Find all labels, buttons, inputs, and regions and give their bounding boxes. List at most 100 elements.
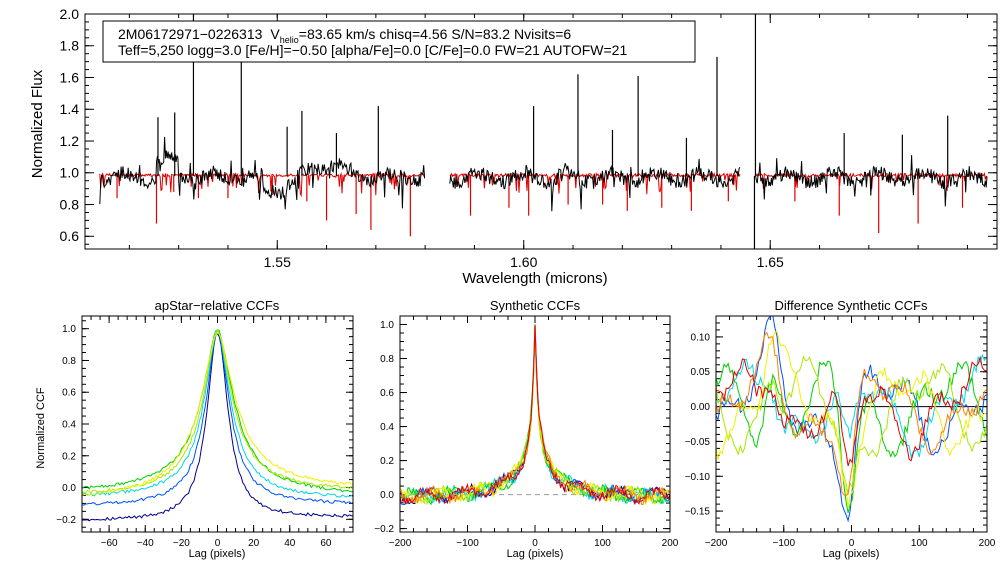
y-tick-label: 1.2 <box>60 133 80 149</box>
apstar-ccf-title: apStar−relative CCFs <box>155 298 280 313</box>
y-tick-label: 1.0 <box>380 320 394 331</box>
y-tick-label: −0.2 <box>56 515 76 526</box>
difference-ccf-panel: Difference Synthetic CCFs Lag (pixels) −… <box>685 298 996 560</box>
x-tick-label: 0 <box>215 538 221 549</box>
y-tick-label: 0.8 <box>380 354 394 365</box>
difference-ccf-series <box>715 315 987 523</box>
annotation-object: 2M06172971−0226313 <box>118 26 263 42</box>
y-tick-label: 0.4 <box>62 420 76 431</box>
apstar-ccf-series <box>81 328 354 522</box>
synthetic-ccf-line-1 <box>399 324 671 505</box>
x-tick-label: 40 <box>284 538 296 549</box>
y-tick-label: −0.05 <box>685 437 711 448</box>
synthetic-ccf-frame <box>399 315 671 533</box>
synthetic-ccf-title: Synthetic CCFs <box>490 298 581 313</box>
y-tick-label: 0.0 <box>62 483 76 494</box>
annotation-vhelio-sub: helio <box>280 35 299 45</box>
y-tick-label: −0.2 <box>374 524 394 535</box>
annotation-vhelio-prefix: V <box>270 26 280 42</box>
y-tick-label: 1.6 <box>60 69 80 85</box>
apstar-ccf-line-6 <box>81 331 354 496</box>
y-tick-label: 0.6 <box>60 228 80 244</box>
y-tick-label: 1.0 <box>62 324 76 335</box>
observed-spectrum-chip-2 <box>449 158 741 212</box>
x-tick-label: 200 <box>662 538 679 549</box>
apstar-ccf-line-1 <box>81 332 354 522</box>
synthetic-ccf-line-8 <box>399 324 671 506</box>
y-tick-label: −0.15 <box>685 507 711 518</box>
y-tick-label: 0.6 <box>380 388 394 399</box>
apstar-ccf-line-3 <box>81 328 354 498</box>
difference-ccf-title: Difference Synthetic CCFs <box>775 298 928 313</box>
y-tick-label: 1.0 <box>60 165 80 181</box>
x-tick-label: 100 <box>911 538 928 549</box>
synthetic-ccf-line-3 <box>399 324 671 505</box>
difference-ccf-frame <box>715 315 988 533</box>
y-tick-label: 0.2 <box>62 451 76 462</box>
difference-ccf-line-5 <box>715 330 987 508</box>
y-tick-label: 0.8 <box>62 356 76 367</box>
x-tick-label: −100 <box>772 538 795 549</box>
spectrum-xlabel: Wavelength (microns) <box>462 270 607 287</box>
difference-ccf-line-6 <box>715 331 987 496</box>
y-tick-label: 0.00 <box>691 402 711 413</box>
y-tick-label: 1.8 <box>60 38 80 54</box>
x-tick-label: −100 <box>456 538 479 549</box>
x-tick-label: 60 <box>320 538 332 549</box>
apstar-ccf-frame <box>81 315 354 533</box>
annotation-line-1: 2M06172971−0226313 Vhelio=83.65 km/s chis… <box>118 26 571 45</box>
y-tick-label: 0.10 <box>691 332 711 343</box>
difference-ccf-line-1 <box>715 315 987 523</box>
x-tick-label: −200 <box>705 538 728 549</box>
spectrum-ylabel: Normalized Flux <box>29 69 46 178</box>
synthetic-ccf-panel: Synthetic CCFs Lag (pixels) −200 −100 0 100… <box>374 298 679 560</box>
x-tick-label: 1.65 <box>757 254 784 270</box>
synthetic-ccf-line-7 <box>399 324 671 506</box>
apstar-ccf-line-5 <box>81 328 354 494</box>
x-tick-label: −40 <box>137 538 154 549</box>
y-tick-label: 1.4 <box>60 101 80 117</box>
difference-ccf-xlabel: Lag (pixels) <box>823 548 880 560</box>
x-tick-label: 20 <box>248 538 260 549</box>
y-tick-label: 0.4 <box>380 422 394 433</box>
x-tick-label: 1.55 <box>264 254 291 270</box>
y-tick-label: 0.05 <box>691 367 711 378</box>
observed-spectrum-series <box>99 14 988 249</box>
y-tick-label: 0.8 <box>60 196 80 212</box>
y-tick-label: −0.10 <box>685 472 711 483</box>
annotation-line1-rest: =83.65 km/s chisq=4.56 S/N=83.2 Nvisits=… <box>299 26 572 42</box>
synthetic-ccf-series <box>399 324 671 506</box>
synthetic-ccf-xlabel: Lag (pixels) <box>507 548 564 560</box>
apstar-ccf-line-4 <box>81 329 354 493</box>
x-tick-label: 0 <box>849 538 855 549</box>
difference-ccf-line-3 <box>715 360 987 514</box>
difference-ccf-line-7 <box>715 355 987 467</box>
x-tick-label: 100 <box>594 538 611 549</box>
x-tick-label: 1.60 <box>510 254 537 270</box>
x-tick-label: −60 <box>101 538 118 549</box>
apstar-ccf-line-2 <box>81 332 354 506</box>
synthetic-ccf-line-4 <box>399 324 671 506</box>
observed-spectrum-chip-3 <box>754 155 988 207</box>
apstar-ccf-xlabel: Lag (pixels) <box>189 548 246 560</box>
x-tick-label: 200 <box>979 538 996 549</box>
synthetic-ccf-line-6 <box>399 324 671 506</box>
spectrum-annotation-box <box>102 20 696 63</box>
y-tick-label: 2.0 <box>60 6 80 22</box>
spectrum-plot-frame <box>84 13 998 250</box>
annotation-line-2: Teff=5,250 logg=3.0 [Fe/H]=−0.50 [alpha/… <box>118 42 627 58</box>
y-tick-label: 0.0 <box>380 490 394 501</box>
synthetic-ccf-line-2 <box>399 324 671 506</box>
synthetic-ccf-line-5 <box>399 324 671 506</box>
x-tick-label: −20 <box>173 538 190 549</box>
y-tick-label: 0.2 <box>380 456 394 467</box>
y-tick-label: 0.6 <box>62 388 76 399</box>
spectrum-panel: Normalized Flux Wavelength (microns) 1.5… <box>29 6 998 287</box>
apstar-ccf-ylabel: Normalized CCF <box>35 387 47 469</box>
x-tick-label: 0 <box>532 538 538 549</box>
observed-spectrum-chip-1 <box>99 136 426 210</box>
apstar-ccf-panel: apStar−relative CCFs Normalized CCF Lag … <box>35 298 354 560</box>
difference-ccf-line-4 <box>715 355 987 495</box>
x-tick-label: −200 <box>389 538 412 549</box>
